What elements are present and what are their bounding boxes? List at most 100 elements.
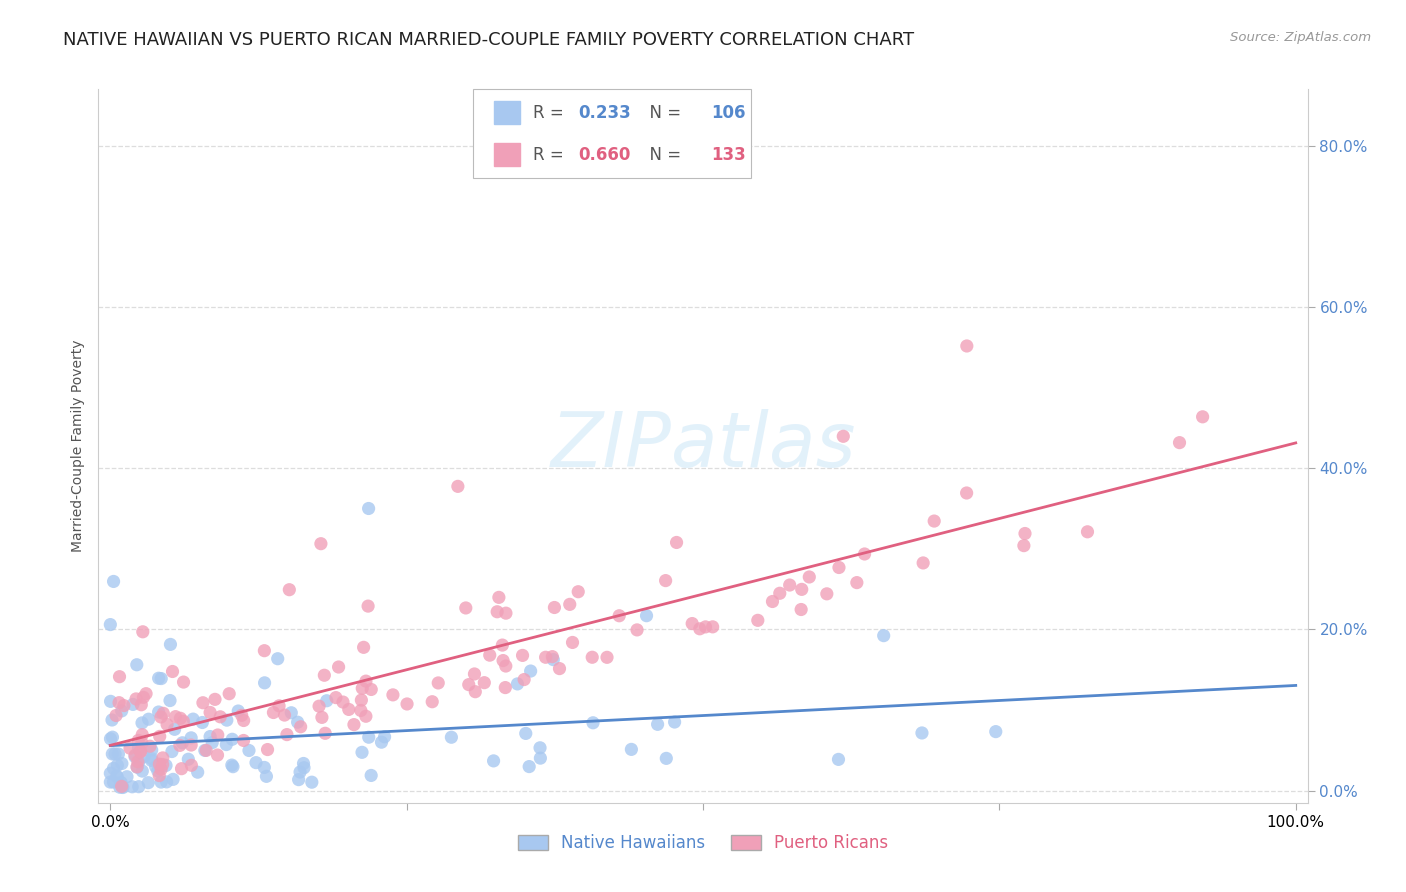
Point bbox=[141, 751, 163, 765]
Text: Source: ZipAtlas.com: Source: ZipAtlas.com bbox=[1230, 31, 1371, 45]
FancyBboxPatch shape bbox=[494, 144, 520, 166]
Point bbox=[180, 738, 202, 752]
Point bbox=[108, 780, 131, 795]
Point bbox=[146, 764, 169, 778]
Point bbox=[655, 751, 678, 765]
Point bbox=[482, 754, 505, 768]
Point bbox=[115, 770, 138, 784]
Point bbox=[131, 728, 153, 742]
Point bbox=[105, 770, 128, 784]
Point bbox=[515, 726, 537, 740]
Point bbox=[125, 657, 148, 672]
Point bbox=[561, 635, 583, 649]
Point bbox=[221, 732, 243, 747]
Point bbox=[145, 759, 167, 773]
Point bbox=[111, 780, 134, 794]
Point bbox=[194, 743, 217, 757]
Point bbox=[309, 537, 332, 551]
Point bbox=[127, 733, 149, 747]
Point bbox=[105, 758, 128, 772]
Point bbox=[790, 582, 813, 597]
Point bbox=[1168, 435, 1191, 450]
Point bbox=[354, 709, 377, 723]
Point bbox=[170, 762, 193, 776]
Point bbox=[495, 606, 517, 620]
Point bbox=[454, 601, 477, 615]
FancyBboxPatch shape bbox=[494, 102, 520, 124]
Y-axis label: Married-Couple Family Poverty: Married-Couple Family Poverty bbox=[70, 340, 84, 552]
Point bbox=[912, 556, 935, 570]
Point bbox=[654, 574, 676, 588]
Point bbox=[125, 692, 148, 706]
Point bbox=[374, 730, 396, 744]
Point bbox=[138, 712, 160, 726]
Point bbox=[799, 570, 821, 584]
Point bbox=[101, 747, 124, 761]
Point bbox=[152, 757, 174, 772]
Point bbox=[292, 756, 315, 771]
Point bbox=[195, 743, 218, 757]
Point bbox=[541, 649, 564, 664]
Point bbox=[121, 780, 143, 794]
Point bbox=[148, 757, 170, 772]
Point bbox=[215, 738, 238, 752]
Point bbox=[543, 652, 565, 666]
Point bbox=[506, 677, 529, 691]
Point bbox=[173, 675, 195, 690]
Point bbox=[267, 698, 290, 713]
Point bbox=[845, 575, 868, 590]
Point bbox=[131, 715, 153, 730]
Point bbox=[287, 772, 309, 787]
Point bbox=[290, 720, 312, 734]
Point bbox=[273, 708, 295, 723]
Point bbox=[308, 699, 330, 714]
Point bbox=[350, 693, 373, 707]
Point bbox=[287, 715, 309, 730]
Point bbox=[853, 547, 876, 561]
Point bbox=[596, 650, 619, 665]
Point bbox=[215, 713, 238, 727]
Point bbox=[129, 698, 152, 712]
Point bbox=[427, 676, 450, 690]
Point bbox=[827, 752, 849, 766]
Point bbox=[517, 759, 540, 773]
Point bbox=[370, 735, 392, 749]
Point bbox=[702, 620, 724, 634]
Point bbox=[922, 514, 945, 528]
Point bbox=[110, 780, 132, 794]
Point bbox=[262, 706, 284, 720]
Point bbox=[105, 769, 128, 783]
Point bbox=[488, 591, 510, 605]
Text: N =: N = bbox=[638, 103, 686, 121]
Point bbox=[492, 654, 515, 668]
Point bbox=[98, 617, 121, 632]
Point bbox=[491, 638, 513, 652]
Point bbox=[160, 745, 183, 759]
Point bbox=[141, 754, 163, 768]
Point bbox=[159, 637, 181, 651]
Point bbox=[381, 688, 404, 702]
Point bbox=[647, 717, 669, 731]
Point bbox=[201, 736, 224, 750]
Point bbox=[512, 648, 534, 663]
Point bbox=[513, 673, 536, 687]
Point bbox=[141, 743, 163, 757]
Text: NATIVE HAWAIIAN VS PUERTO RICAN MARRIED-COUPLE FAMILY POVERTY CORRELATION CHART: NATIVE HAWAIIAN VS PUERTO RICAN MARRIED-… bbox=[63, 31, 914, 49]
Point bbox=[337, 702, 360, 716]
Point bbox=[301, 775, 323, 789]
Point bbox=[128, 740, 150, 755]
Point bbox=[103, 574, 125, 589]
Point bbox=[311, 710, 333, 724]
Point bbox=[607, 608, 630, 623]
Point bbox=[790, 602, 813, 616]
Point bbox=[163, 723, 186, 737]
Point bbox=[664, 714, 686, 729]
Point bbox=[132, 749, 155, 764]
Point bbox=[150, 672, 173, 686]
Point bbox=[873, 629, 896, 643]
Point bbox=[165, 709, 187, 723]
Point bbox=[956, 339, 979, 353]
Legend: Native Hawaiians, Puerto Ricans: Native Hawaiians, Puerto Ricans bbox=[512, 828, 894, 859]
Point bbox=[354, 674, 377, 689]
Point bbox=[350, 745, 373, 759]
